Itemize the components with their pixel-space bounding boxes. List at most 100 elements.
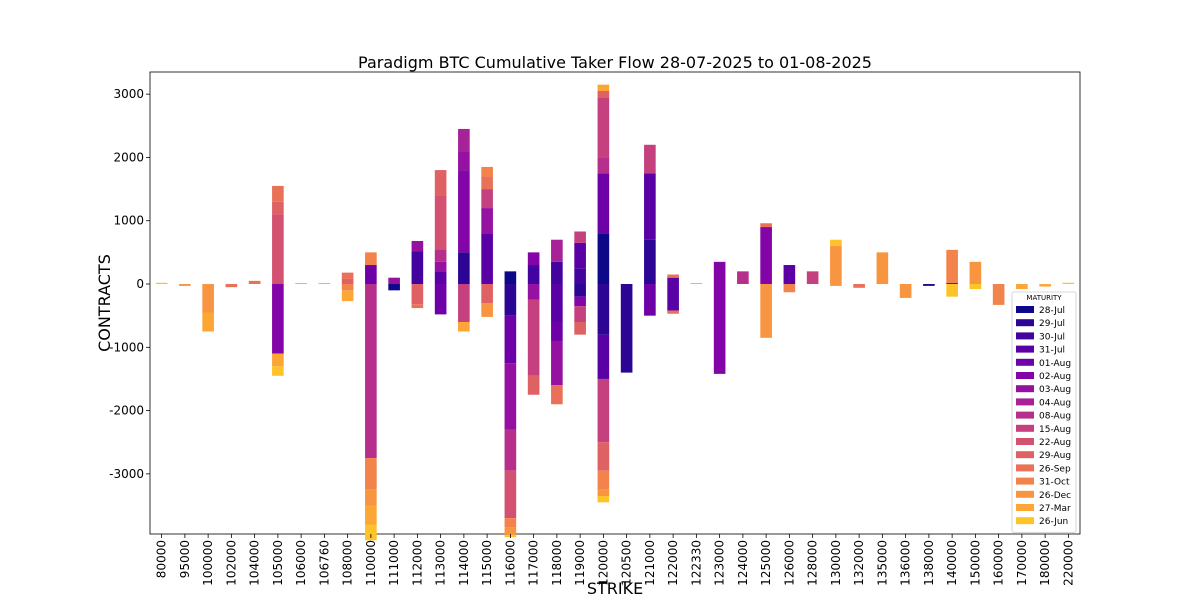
bar-segment — [272, 214, 284, 285]
x-axis-title: STRIKE — [587, 579, 643, 598]
bar-segment — [946, 282, 958, 285]
bar-segment — [527, 299, 540, 376]
legend-label: 22-Aug — [1039, 438, 1071, 448]
bar-segment — [202, 312, 214, 332]
legend-label: 30-Jul — [1039, 332, 1065, 342]
bar-segment — [527, 252, 540, 266]
bar-segment — [597, 157, 610, 174]
x-tick-label: 140000 — [945, 540, 959, 586]
bar-segment — [388, 277, 400, 285]
legend-label: 29-Aug — [1039, 451, 1071, 461]
bar-segment — [597, 334, 610, 379]
legend-label: 29-Jul — [1039, 319, 1065, 329]
x-tick-label: 124000 — [736, 540, 750, 586]
bar-segment — [574, 231, 586, 243]
bar-segment — [1062, 282, 1075, 285]
bar-segment — [574, 242, 586, 269]
bar-segment — [644, 284, 656, 316]
x-tick-label: 115000 — [480, 540, 494, 586]
legend-label: 26-Jun — [1039, 517, 1068, 527]
bar-segment — [272, 353, 284, 367]
legend-label: 04-Aug — [1039, 398, 1071, 408]
bar-segment — [1016, 284, 1028, 290]
bar-segment — [504, 470, 517, 519]
bar-segment — [481, 233, 493, 285]
bar-segment — [434, 170, 447, 196]
bar-segment — [481, 208, 493, 234]
bar-segment — [597, 233, 610, 285]
y-axis: -3000 -2000 -1000 0 1000 2000 3000 — [109, 87, 150, 481]
bar-segment — [434, 195, 447, 250]
legend-label: 31-Jul — [1039, 346, 1065, 356]
x-tick-label: 126000 — [782, 540, 796, 586]
bar-segment — [527, 284, 540, 300]
bar-segment — [365, 505, 377, 525]
bar-segment — [551, 340, 563, 386]
bar-segment — [574, 296, 586, 307]
bar-segment — [876, 252, 889, 285]
bar-segment — [760, 227, 772, 285]
bar-segment — [574, 268, 586, 285]
bar-segment — [597, 173, 610, 234]
legend-swatch — [1016, 464, 1034, 472]
bar-segment — [853, 284, 865, 288]
bar-segment — [434, 261, 447, 272]
x-tick-label: 95000 — [178, 540, 192, 578]
bar-segment — [481, 189, 493, 209]
legend-swatch — [1016, 398, 1034, 406]
bar-segment — [527, 375, 540, 395]
bar-segment — [783, 284, 796, 293]
bar-segment — [272, 284, 284, 354]
legend-swatch — [1016, 319, 1034, 327]
bar-segment — [179, 284, 191, 286]
bar-segment — [667, 277, 679, 285]
bar-segment — [202, 284, 214, 313]
bar-segment — [737, 271, 749, 285]
legend-label: 26-Sep — [1039, 464, 1071, 474]
bar-segment — [551, 261, 563, 285]
legend-swatch — [1016, 477, 1034, 485]
legend-label: 27-Mar — [1039, 504, 1071, 514]
legend-swatch — [1016, 517, 1034, 525]
bar-segment — [597, 378, 610, 443]
x-tick-label: 170000 — [1015, 540, 1029, 586]
legend-label: 28-Jul — [1039, 306, 1065, 316]
x-tick-label: 122330 — [689, 540, 703, 586]
bar-segment — [574, 306, 586, 322]
y-tick-label: 1000 — [113, 214, 144, 228]
x-tick-label: 112000 — [410, 540, 424, 586]
bar-segment — [458, 170, 470, 253]
x-tick-label: 132000 — [852, 540, 866, 586]
bar-segment — [597, 496, 610, 503]
bar-segment — [365, 284, 377, 459]
bar-segment — [434, 249, 447, 262]
bar-segment — [388, 284, 400, 291]
bar-segment — [341, 290, 354, 302]
bar-segment — [806, 271, 819, 285]
bar-segment — [504, 429, 517, 471]
y-tick-label: -1000 — [109, 340, 144, 354]
x-tick-label: 122000 — [666, 540, 680, 586]
bar-segment — [527, 265, 540, 285]
bar-segment — [946, 249, 958, 283]
bar-segment — [365, 252, 377, 266]
x-tick-label: 128000 — [806, 540, 820, 586]
bar-segment — [969, 284, 982, 290]
x-tick-label: 121000 — [643, 540, 657, 586]
x-tick-label: 119000 — [573, 540, 587, 586]
x-tick-label: 80000 — [155, 540, 169, 578]
bar-segment — [1039, 284, 1051, 287]
bar-segment — [365, 524, 377, 541]
x-tick-label: 116000 — [503, 540, 517, 586]
x-tick-label: 125000 — [759, 540, 773, 586]
x-tick-label: 106000 — [294, 540, 308, 586]
legend-items: 28-Jul 29-Jul 30-Jul 31-Jul 01-Aug 02-Aug 03-A… — [1016, 306, 1071, 527]
bar-segment — [551, 385, 563, 405]
bar-segment — [458, 128, 470, 152]
bar-segment — [783, 265, 796, 285]
bar-segment — [830, 284, 842, 286]
x-tick-label: 120500 — [620, 540, 634, 586]
legend-swatch — [1016, 504, 1034, 511]
x-tick-label: 150000 — [968, 540, 982, 586]
